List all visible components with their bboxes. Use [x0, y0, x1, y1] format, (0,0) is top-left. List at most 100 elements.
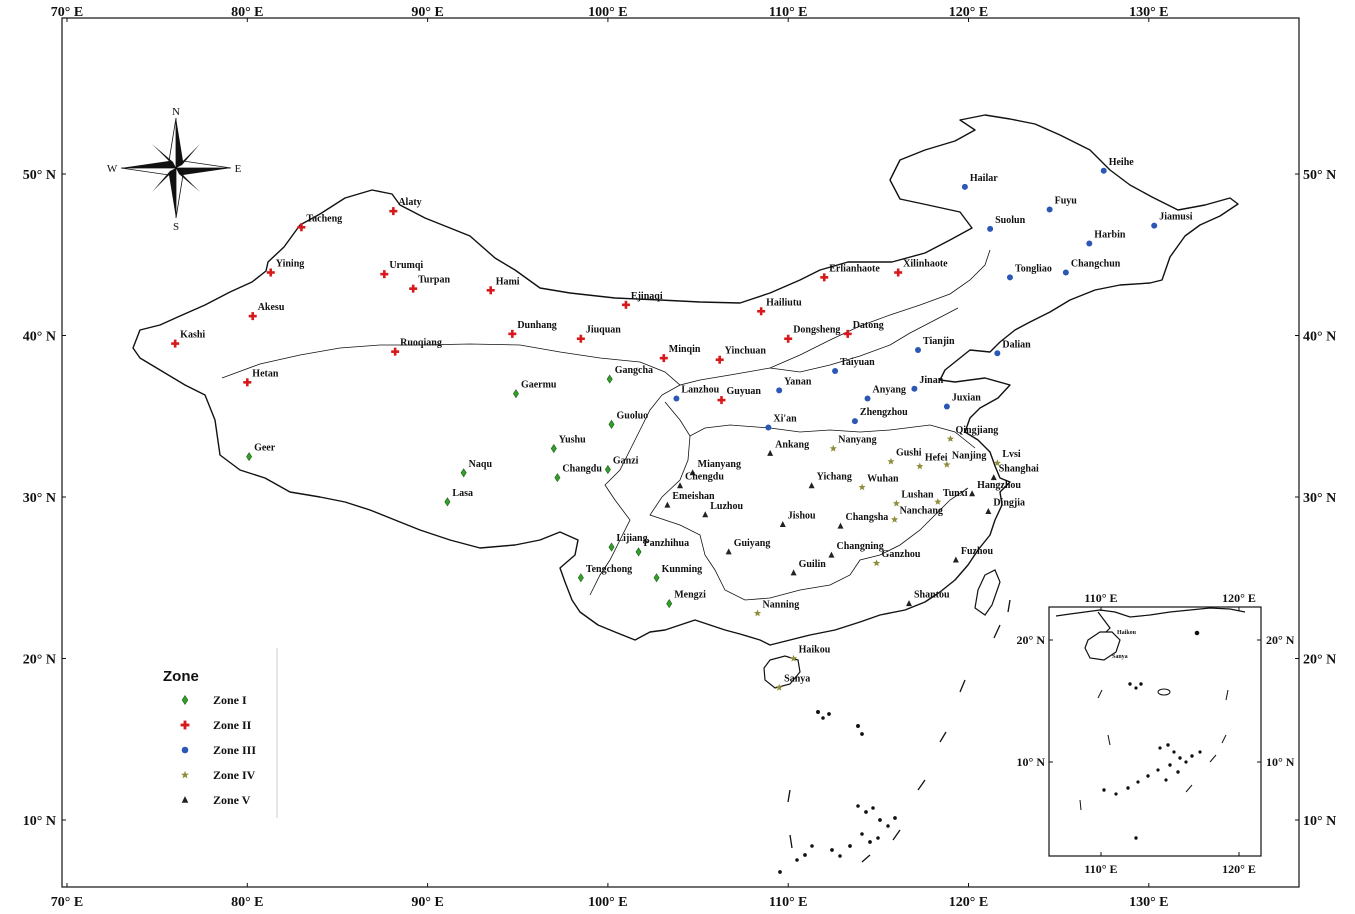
inset-top-lon-label: 110° E [1084, 591, 1117, 605]
station-label: Gushi [896, 447, 922, 458]
station-label: Luzhou [710, 501, 743, 512]
station-marker [916, 462, 924, 470]
station-label: Yichang [817, 472, 852, 483]
station-label: Heihe [1109, 157, 1135, 168]
station-label: Gangcha [615, 365, 653, 376]
station-label: Xilinhaote [903, 259, 948, 270]
station-marker [266, 268, 275, 277]
legend-symbol [181, 796, 189, 803]
right-lat-label: 50° N [1303, 168, 1336, 183]
station-label: Gaermu [521, 380, 557, 391]
station-marker [444, 497, 451, 507]
station-marker [1062, 269, 1069, 276]
station-label: Geer [254, 443, 276, 454]
station-marker [832, 368, 839, 375]
station-label: Dunhang [517, 320, 556, 331]
station-marker [828, 551, 835, 558]
zone-legend: Zone Zone I Zone II Zone III Zone IV Zone V [163, 648, 278, 818]
station-label: Sanya [784, 674, 810, 685]
station-marker [829, 444, 837, 452]
inset-hainan [1084, 631, 1121, 661]
station-label: Anyang [873, 384, 906, 395]
compass-rose: N S W E [107, 106, 242, 233]
station-label: Taiyuan [840, 357, 875, 368]
station-label: Jiuquan [586, 325, 621, 336]
station-label: Fuzhou [961, 546, 994, 557]
station-marker [248, 312, 257, 321]
station-marker [653, 573, 660, 583]
station-label: Ankang [775, 439, 809, 450]
station-label: Hailar [970, 173, 998, 184]
station-label: Suolun [995, 215, 1025, 226]
station-marker [767, 449, 774, 456]
station-marker [915, 347, 922, 354]
station-label: Wuhan [867, 473, 899, 484]
top-longitude-ticks: 70° E 80° E 90° E 100° E 110° E 120° E 130° E [51, 5, 1169, 22]
station-marker [864, 395, 871, 402]
bottom-lon-label: 110° E [769, 895, 808, 910]
station-label: Urumqi [389, 260, 423, 271]
station-marker [851, 418, 858, 425]
station-marker [776, 387, 783, 394]
station-label: Naqu [469, 459, 493, 470]
zone-boundary-east [769, 307, 959, 373]
station-marker [486, 286, 495, 295]
station-marker [987, 225, 994, 232]
south-china-sea-islands [778, 599, 1011, 874]
station-marker [246, 452, 253, 462]
station-label: Dalian [1002, 339, 1031, 350]
station-label: Lushan [901, 489, 934, 500]
station-label: Changning [836, 541, 883, 552]
station-marker [985, 508, 992, 515]
station-label: Lvsi [1002, 449, 1021, 460]
top-lon-label: 90° E [411, 5, 443, 20]
station-marker [725, 548, 732, 555]
station-marker [606, 374, 613, 384]
right-latitude-ticks: 10° N 20° N 30° N 40° N 50° N [1295, 168, 1336, 829]
station-marker [460, 468, 467, 478]
inset-leizhou [1097, 611, 1111, 633]
inset-map: 110° E 110° E 120° E 120° E 10° N 10° N 20° N 2… [1017, 591, 1295, 876]
legend-symbol [181, 695, 189, 705]
right-lat-label: 40° N [1303, 330, 1336, 345]
station-marker [550, 443, 557, 454]
station-label: Minqin [669, 344, 701, 355]
station-marker [994, 350, 1001, 357]
station-marker [389, 207, 398, 216]
left-lat-label: 40° N [23, 330, 56, 345]
station-label: Yanan [784, 376, 812, 387]
station-label: Juxian [952, 393, 981, 404]
top-lon-label: 120° E [949, 5, 988, 20]
station-label: Hefei [925, 452, 948, 463]
inset-label-sanya: Sanya [1112, 654, 1128, 660]
station-marker [689, 469, 696, 476]
station-label: Guyuan [726, 386, 761, 397]
station-marker [911, 385, 918, 392]
inset-left-lat-label: 10° N [1017, 755, 1046, 769]
inset-bottom-lon-label: 110° E [1084, 862, 1117, 876]
station-marker [820, 273, 829, 282]
station-label: Guiyang [734, 538, 771, 549]
station-label: Chengdu [685, 472, 724, 483]
station-label: Erlianhaote [829, 263, 880, 274]
station-marker [577, 573, 584, 583]
station-marker [512, 389, 519, 399]
station-marker [943, 460, 951, 468]
station-marker [1086, 240, 1093, 247]
station-marker [887, 457, 895, 465]
station-label: Kunming [662, 564, 703, 575]
compass-east-label: E [235, 163, 242, 175]
station-marker [790, 654, 798, 662]
station-label: Alaty [398, 197, 421, 208]
taiwan-island [974, 569, 1001, 616]
legend-symbol [181, 770, 189, 779]
station-label: Datong [853, 320, 884, 331]
station-marker [508, 329, 517, 338]
top-lon-label: 80° E [231, 5, 263, 20]
station-marker [1006, 274, 1013, 281]
station-marker [1151, 222, 1158, 229]
bottom-lon-label: 80° E [231, 895, 263, 910]
station-marker [891, 515, 899, 523]
station-marker [779, 520, 786, 527]
station-label: Ganzhou [882, 549, 921, 560]
